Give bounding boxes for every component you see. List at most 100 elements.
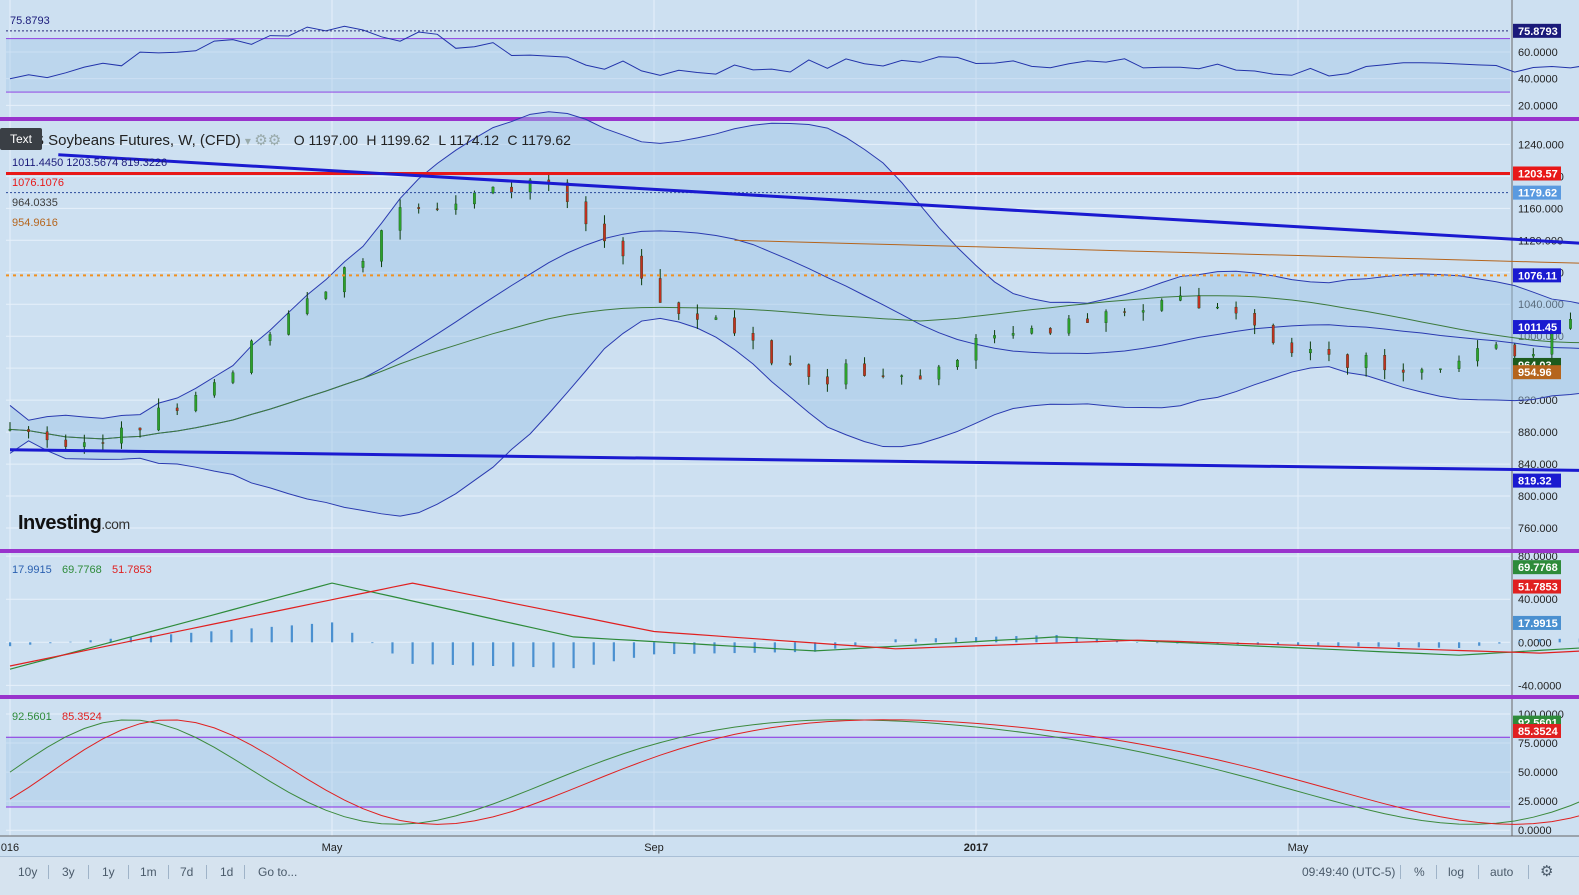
range-10y-button[interactable]: 10y <box>14 863 41 881</box>
candle-body <box>1495 345 1497 349</box>
candle-body <box>1402 370 1404 373</box>
macd-histogram-bar <box>311 624 313 642</box>
text-tool-badge[interactable]: Text <box>0 128 42 150</box>
range-1y-button[interactable]: 1y <box>98 863 119 881</box>
x-tick-label: 2017 <box>964 842 988 854</box>
axis-value-badge-label: 1203.57 <box>1518 168 1558 180</box>
ohlc-low: L 1174.12 <box>438 132 499 148</box>
candle-body <box>678 303 680 314</box>
macd-histogram-bar <box>271 627 273 642</box>
candle-body <box>1421 370 1423 373</box>
candle-body <box>139 428 141 430</box>
candle-body <box>417 207 419 208</box>
macd-histogram-bar <box>170 634 172 642</box>
macd-histogram-bar <box>653 642 655 654</box>
macd-histogram-bar <box>210 631 212 642</box>
macd-histogram-bar <box>552 642 554 667</box>
candle-body <box>455 204 457 210</box>
range-7d-button[interactable]: 7d <box>176 863 197 881</box>
macd-histogram-bar <box>371 642 373 643</box>
macd-histogram-bar <box>1357 642 1359 646</box>
macd-info-value: 51.7853 <box>112 564 152 576</box>
panel-separator <box>0 549 1579 553</box>
y-tick-label: 0.0000 <box>1518 637 1552 649</box>
candle-body <box>1253 313 1255 325</box>
candle-body <box>882 376 884 377</box>
candle-body <box>250 341 252 373</box>
axis-value-badge-label: 69.7768 <box>1518 562 1558 574</box>
macd-histogram-bar <box>995 637 997 643</box>
candle-body <box>157 408 159 430</box>
macd-histogram-bar <box>1156 642 1158 643</box>
y-tick-label: 60.0000 <box>1518 47 1558 59</box>
axis-value-badge-label: 85.3524 <box>1518 726 1559 738</box>
percent-toggle[interactable]: % <box>1410 863 1429 881</box>
macd-histogram-bar <box>9 642 11 646</box>
macd-histogram-bar <box>1056 635 1058 642</box>
macd-histogram-bar <box>1438 642 1440 647</box>
candle-body <box>1328 349 1330 354</box>
settings-icons[interactable]: ⚙⚙ <box>254 132 281 149</box>
macd-info-value: 17.9915 <box>12 564 52 576</box>
log-toggle[interactable]: log <box>1444 863 1468 881</box>
instrument-title: S Soybeans Futures, W, (CFD) <box>34 132 241 149</box>
gear-icon[interactable]: ⚙ <box>1536 863 1557 881</box>
range-3y-button[interactable]: 3y <box>58 863 79 881</box>
candle-body <box>1068 319 1070 333</box>
clock-readout: 09:49:40 (UTC-5) <box>1298 863 1399 881</box>
auto-toggle[interactable]: auto <box>1486 863 1517 881</box>
y-tick-label: -40.0000 <box>1518 680 1561 692</box>
macd-histogram-bar <box>69 642 71 643</box>
axis-value-badge-label: 954.96 <box>1518 367 1552 379</box>
macd-histogram-bar <box>472 642 474 665</box>
macd-histogram-bar <box>1498 642 1500 643</box>
macd-histogram-bar <box>1337 642 1339 646</box>
y-tick-label: 50.0000 <box>1518 767 1558 779</box>
panel-separator <box>0 695 1579 699</box>
candle-body <box>492 187 494 193</box>
candle-body <box>938 367 940 379</box>
candle-body <box>27 429 29 431</box>
axis-value-badge-label: 17.9915 <box>1518 618 1558 630</box>
candle-body <box>9 429 11 430</box>
macd-histogram-bar <box>49 642 51 643</box>
ohlc-high: H 1199.62 <box>366 132 430 148</box>
y-tick-label: 75.0000 <box>1518 738 1558 750</box>
toolbar-divider <box>48 865 49 879</box>
macd-histogram-bar <box>412 642 414 664</box>
ohlc-open: O 1197.00 <box>294 132 358 148</box>
macd-histogram-bar <box>351 633 353 643</box>
candle-body <box>232 373 234 383</box>
macd-histogram-bar <box>794 642 796 652</box>
toolbar-divider <box>1478 865 1479 879</box>
axis-value-badge-label: 819.32 <box>1518 476 1552 488</box>
goto-button[interactable]: Go to... <box>254 863 301 881</box>
candle-body <box>789 363 791 364</box>
macd-info-value: 69.7768 <box>62 564 102 576</box>
candle-body <box>1439 369 1441 370</box>
candle-body <box>269 334 271 340</box>
candle-body <box>1235 307 1237 313</box>
y-tick-label: 0.0000 <box>1518 825 1552 837</box>
range-1m-button[interactable]: 1m <box>136 863 161 881</box>
y-tick-label: 800.000 <box>1518 491 1558 503</box>
axis-value-badge-label: 51.7853 <box>1518 582 1558 594</box>
candle-body <box>1383 355 1385 370</box>
macd-histogram-bar <box>1136 642 1138 643</box>
axis-value-badge-label: 1011.45 <box>1518 322 1557 334</box>
candle-body <box>1532 354 1534 356</box>
macd-histogram-bar <box>1035 636 1037 643</box>
x-tick-label: May <box>1288 842 1309 854</box>
toolbar-divider <box>244 865 245 879</box>
range-1d-button[interactable]: 1d <box>216 863 237 881</box>
candle-body <box>733 318 735 333</box>
macd-histogram-bar <box>1378 642 1380 646</box>
macd-histogram-bar <box>1458 642 1460 648</box>
y-tick-label: 40.0000 <box>1518 74 1558 86</box>
candle-body <box>1179 296 1181 301</box>
candle-body <box>715 318 717 320</box>
macd-histogram-bar <box>774 642 776 652</box>
candle-body <box>102 443 104 444</box>
candle-body <box>1291 343 1293 353</box>
candle-body <box>659 278 661 302</box>
